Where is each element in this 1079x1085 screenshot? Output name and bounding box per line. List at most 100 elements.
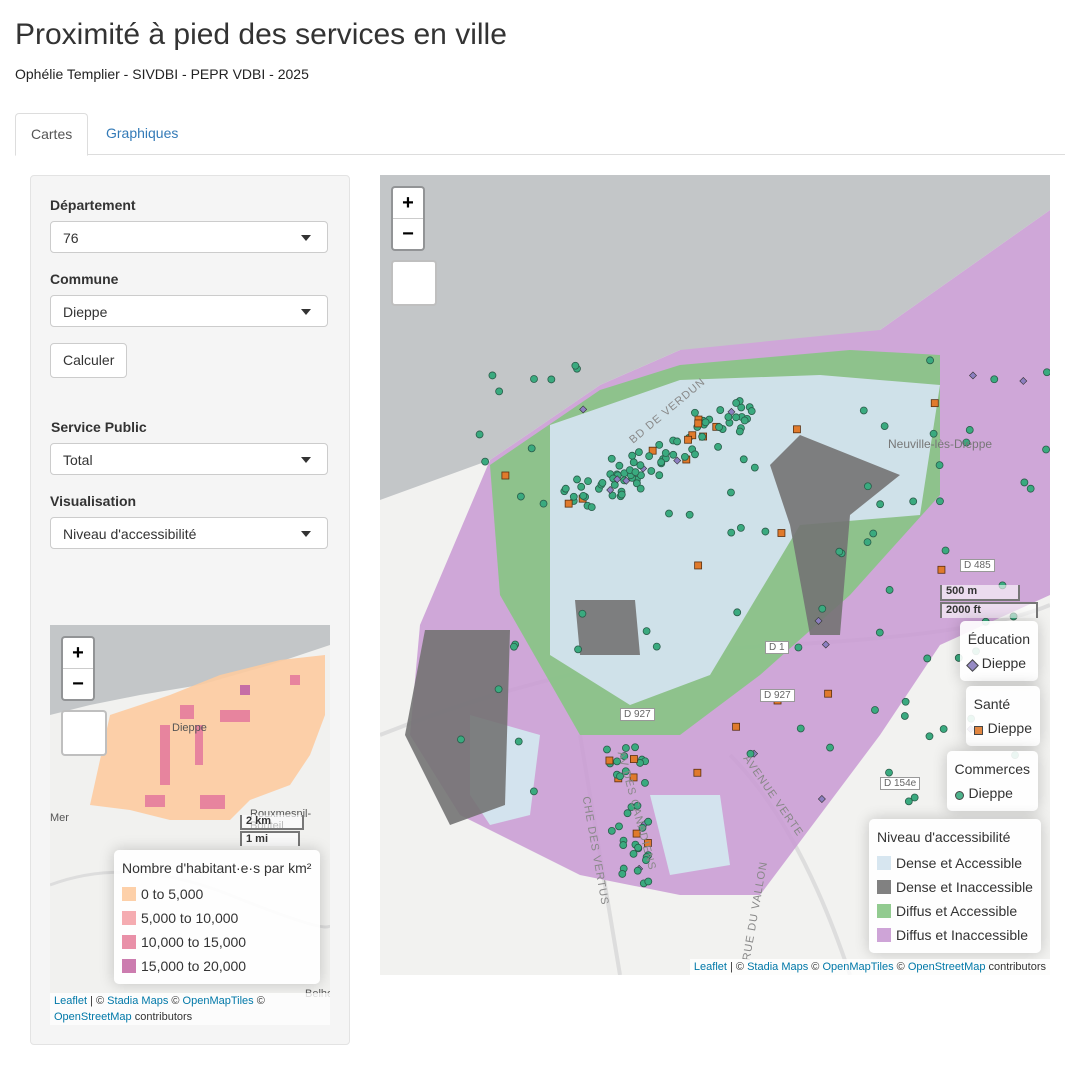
zone-dense-accessible — [650, 795, 730, 875]
service-point — [736, 523, 745, 532]
service-point — [673, 456, 682, 465]
service-point — [615, 461, 624, 470]
legend-label: Dieppe — [981, 655, 1027, 671]
legend-swatch — [877, 904, 891, 918]
service-point — [871, 706, 879, 714]
service-point — [715, 423, 723, 431]
zoom-out[interactable]: − — [63, 668, 93, 699]
service-point — [761, 527, 770, 536]
attribution-part: Stadia Maps — [747, 961, 809, 973]
service-point — [880, 422, 889, 431]
service-point — [635, 448, 643, 457]
tab[interactable]: Graphiques — [106, 125, 179, 141]
minimap[interactable]: + − Dieppe Mer Rouxmesnil-Bouteil Belhen… — [50, 625, 330, 1025]
map-tiles — [380, 175, 1050, 975]
service-point — [617, 490, 626, 499]
zoom-out[interactable]: − — [393, 218, 423, 249]
attribution-part: © — [168, 995, 183, 1007]
service-point — [573, 475, 581, 484]
place-label: Neuville-lès-Dieppe — [888, 437, 993, 451]
zoom-in[interactable]: + — [72, 642, 84, 664]
service-point — [642, 856, 650, 864]
legend-item: Diffus et Inaccessible — [877, 923, 1033, 947]
legend-label: 0 to 5,000 — [141, 886, 204, 902]
select[interactable]: Total — [50, 443, 328, 475]
sea — [50, 625, 330, 715]
service-point — [510, 642, 518, 651]
legend-label: Dieppe — [987, 720, 1032, 736]
place-label: Mer — [50, 812, 69, 824]
legend-swatch — [877, 856, 891, 870]
legend-item: Dense et Inaccessible — [877, 875, 1033, 899]
zone-dense-inaccessible — [575, 600, 640, 655]
service-point — [571, 361, 580, 370]
service-point — [633, 801, 642, 810]
service-point — [747, 407, 756, 415]
service-point — [633, 866, 642, 875]
service-point — [937, 565, 946, 574]
legend: Santé Dieppe — [965, 686, 1040, 746]
attribution-part: OpenStreetMap — [54, 1011, 132, 1023]
service-point — [514, 737, 523, 746]
legend-title: Commerces — [954, 761, 1030, 777]
attribution-part: Leaflet — [693, 961, 727, 973]
attribution-part: OpenMapTiles — [822, 961, 894, 973]
service-point — [574, 645, 582, 654]
service-point — [681, 452, 689, 461]
map[interactable]: + − BD DE VERDUN Neuville-lès-Dieppe D 4… — [380, 175, 1050, 975]
layers-control[interactable] — [61, 710, 107, 756]
service-point — [606, 486, 615, 494]
service-point — [643, 839, 652, 847]
service-point — [632, 829, 641, 838]
legend-label: 10,000 to 15,000 — [141, 934, 247, 950]
service-point — [579, 405, 588, 414]
tab[interactable]: Cartes — [15, 113, 89, 156]
zone-dense-inaccessible — [405, 630, 510, 825]
road-label: D 927 — [620, 708, 655, 721]
service-point — [925, 732, 934, 741]
service-point — [923, 654, 932, 663]
service-point — [909, 497, 918, 506]
service-point — [740, 416, 749, 425]
legend: Commerces Dieppe — [946, 751, 1038, 811]
service-point — [632, 479, 641, 488]
service-point — [616, 772, 624, 781]
service-point — [644, 817, 653, 826]
service-point — [619, 841, 628, 849]
attribution: Leaflet | © Stadia Maps © OpenMapTiles ©… — [689, 959, 1050, 975]
service-point — [495, 387, 504, 396]
service-point — [859, 406, 868, 415]
service-point — [691, 450, 699, 459]
service-point — [930, 399, 939, 408]
service-point — [824, 689, 833, 698]
service-point — [935, 461, 944, 470]
zoom-in[interactable]: + — [402, 192, 414, 214]
legend-label: Diffus et Accessible — [896, 903, 1018, 919]
service-point — [652, 642, 661, 651]
service-point — [620, 752, 629, 760]
select[interactable]: 76 — [50, 221, 328, 253]
service-point — [475, 430, 484, 439]
attribution-part: | © — [726, 961, 748, 973]
service-point — [900, 712, 909, 720]
label: Visualisation — [50, 493, 137, 509]
legend: Nombre d'habitant·e·s par km² 0 to 5,000… — [114, 850, 320, 984]
service-point — [629, 458, 638, 467]
select[interactable]: Dieppe — [50, 295, 328, 327]
service-point — [1043, 368, 1050, 377]
service-point — [876, 500, 885, 509]
select[interactable]: Niveau d'accessibilité — [50, 517, 328, 549]
layers-control[interactable] — [391, 260, 437, 306]
button[interactable]: Calculer — [50, 343, 128, 378]
road-label: D 927 — [760, 689, 795, 702]
service-point — [885, 586, 894, 594]
density-area — [90, 655, 325, 820]
legend-swatch — [122, 887, 136, 901]
service-point — [669, 450, 678, 459]
service-point — [863, 482, 872, 491]
service-point — [647, 467, 656, 475]
legend: Niveau d'accessibilité Dense et Accessib… — [869, 819, 1041, 953]
service-point — [777, 529, 786, 537]
service-point — [561, 484, 570, 493]
